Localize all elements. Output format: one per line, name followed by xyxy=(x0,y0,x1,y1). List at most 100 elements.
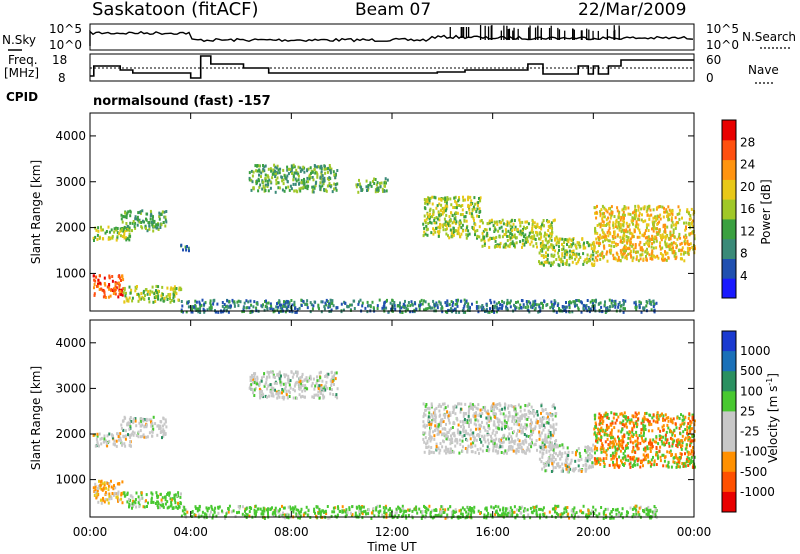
echo-cell xyxy=(150,491,153,495)
echo-cell xyxy=(485,304,488,308)
echo-cell xyxy=(462,195,464,199)
echo-cell xyxy=(547,229,550,232)
echo-cell xyxy=(498,235,501,239)
echo-cell xyxy=(547,248,550,252)
echo-cell xyxy=(319,176,322,180)
echo-cell xyxy=(557,255,560,259)
echo-cell xyxy=(561,254,564,258)
echo-cell xyxy=(306,303,309,307)
echo-cell xyxy=(468,433,471,437)
echo-cell xyxy=(599,447,602,451)
echo-cell xyxy=(634,300,637,304)
echo-cell xyxy=(112,442,115,446)
echo-cell xyxy=(518,419,521,423)
echo-cell xyxy=(306,169,309,173)
echo-cell xyxy=(647,229,650,232)
echo-cell xyxy=(496,420,499,424)
echo-cell xyxy=(619,439,622,443)
echo-cell xyxy=(538,305,541,309)
echo-cell xyxy=(552,247,555,251)
echo-cell xyxy=(114,288,116,292)
echo-cell xyxy=(179,286,182,290)
echo-cell xyxy=(622,310,625,314)
echo-cell xyxy=(482,425,485,429)
echo-cell xyxy=(592,443,595,447)
echo-cell xyxy=(600,305,603,309)
echo-cell xyxy=(514,405,517,408)
echo-cell xyxy=(520,415,523,419)
echo-cell xyxy=(585,464,588,467)
echo-cell xyxy=(669,436,672,440)
echo-cell xyxy=(298,181,301,185)
echo-cell xyxy=(152,427,155,431)
echo-cell xyxy=(643,232,646,236)
echo-cell xyxy=(434,420,437,424)
echo-cell xyxy=(125,236,128,240)
echo-cell xyxy=(504,228,507,232)
echo-cell xyxy=(114,282,117,286)
echo-cell xyxy=(98,288,101,291)
echo-cell xyxy=(664,227,667,231)
echo-cell xyxy=(507,425,510,429)
echo-cell xyxy=(166,286,169,290)
echo-cell xyxy=(580,470,583,473)
echo-cell xyxy=(549,224,552,228)
echo-cell xyxy=(203,302,206,306)
echo-cell xyxy=(570,239,573,242)
echo-cell xyxy=(151,290,154,294)
echo-cell xyxy=(329,185,332,189)
echo-cell xyxy=(445,422,447,426)
nsky-tick-high: 10^5 xyxy=(49,22,82,36)
echo-cell xyxy=(162,434,165,438)
echo-cell xyxy=(113,230,116,234)
echo-cell xyxy=(428,423,431,426)
echo-cell xyxy=(258,381,261,385)
echo-cell xyxy=(422,437,425,441)
echo-cell xyxy=(181,304,184,308)
echo-cell xyxy=(427,445,430,449)
echo-cell xyxy=(668,450,671,454)
echo-cell xyxy=(689,440,692,444)
echo-cell xyxy=(399,301,401,305)
echo-cell xyxy=(584,258,587,262)
echo-cell xyxy=(661,256,664,259)
echo-cell xyxy=(456,416,458,420)
echo-cell xyxy=(449,219,452,222)
echo-cell xyxy=(491,431,494,435)
echo-cell xyxy=(163,422,166,426)
echo-cell xyxy=(595,251,598,255)
echo-cell xyxy=(331,375,334,379)
echo-cell xyxy=(539,237,542,241)
echo-cell xyxy=(582,252,585,256)
cpid-label: CPID xyxy=(6,90,38,104)
echo-cell xyxy=(522,426,525,430)
echo-cell xyxy=(131,506,133,510)
echo-cell xyxy=(450,427,453,430)
echo-cell xyxy=(546,420,549,424)
echo-cell xyxy=(430,426,432,430)
echo-cell xyxy=(132,503,135,507)
echo-cell xyxy=(503,425,506,429)
echo-cell xyxy=(274,165,277,169)
echo-cell xyxy=(487,424,490,428)
echo-cell xyxy=(596,254,599,258)
echo-cell xyxy=(600,236,603,240)
echo-cell xyxy=(111,275,114,278)
echo-cell xyxy=(134,215,137,219)
echo-cell xyxy=(459,213,462,217)
echo-cell xyxy=(646,205,649,209)
echo-cell xyxy=(255,306,258,310)
echo-cell xyxy=(447,447,450,451)
echo-cell xyxy=(143,505,146,509)
echo-cell xyxy=(558,452,561,456)
echo-cell xyxy=(667,205,670,209)
echo-cell xyxy=(632,217,635,221)
echo-cell xyxy=(687,417,690,420)
echo-cell xyxy=(290,299,293,302)
echo-cell xyxy=(546,440,549,444)
echo-cell xyxy=(275,166,278,170)
echo-cell xyxy=(437,225,440,229)
echo-cell xyxy=(515,412,518,416)
echo-cell xyxy=(127,299,130,303)
echo-cell xyxy=(515,241,518,245)
